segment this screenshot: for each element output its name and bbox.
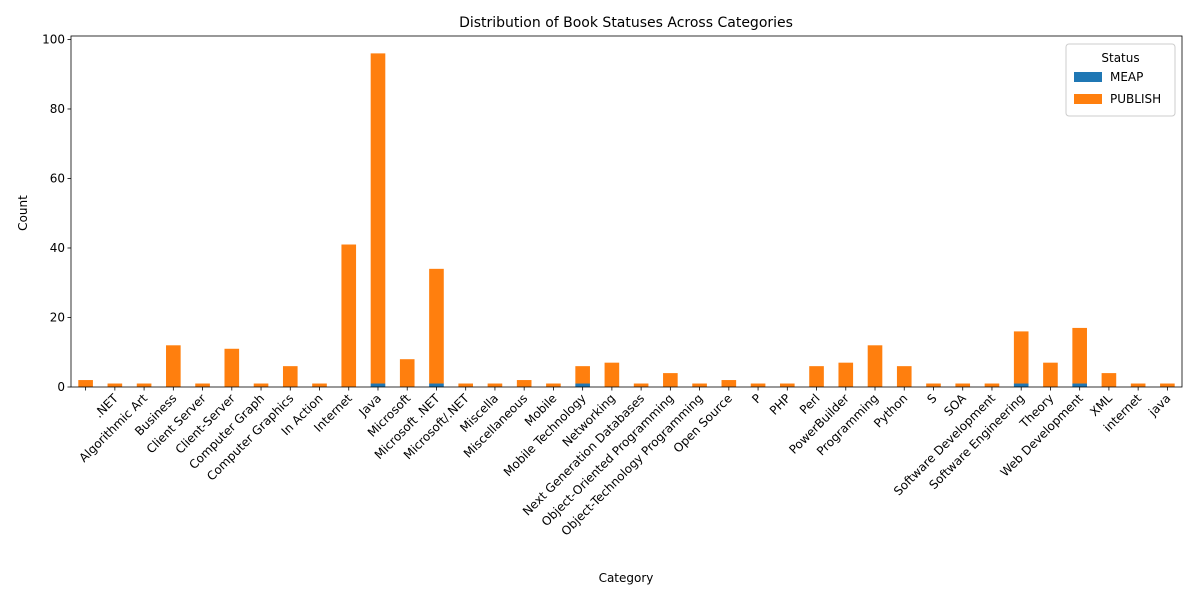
bar-publish-20 [663,373,678,387]
bar-publish-27 [867,345,883,387]
y-tick-label-0: 0 [57,380,65,394]
bar-publish-14 [487,383,503,387]
y-tick-label-100: 100 [42,32,65,46]
bar-publish-21 [692,383,707,387]
bar-publish-30 [955,383,971,387]
bar-publish-31 [984,383,1000,387]
y-tick-label-80: 80 [50,102,65,116]
y-axis-title: Count [16,195,30,231]
bar-publish-18 [604,362,620,387]
bar-meap-32 [1013,383,1029,387]
bar-publish-12 [429,268,444,384]
bar-publish-0 [78,380,93,387]
plot-area [70,35,1183,388]
bar-publish-8 [312,383,327,387]
bar-meap-10 [370,383,386,387]
chart-title: Distribution of Book Statuses Across Cat… [459,15,793,31]
bar-publish-24 [779,383,795,387]
bar-meap-34 [1072,383,1087,387]
bar-publish-36 [1130,383,1146,387]
bar-publish-17 [575,366,590,384]
legend-swatch-meap [1074,72,1102,82]
bar-publish-9 [341,244,357,387]
bar-publish-2 [136,383,152,387]
bar-publish-11 [399,359,415,387]
bar-publish-1 [107,383,123,387]
bar-publish-6 [253,383,269,387]
bar-publish-22 [721,380,737,387]
bar-publish-34 [1072,327,1087,384]
bar-publish-29 [926,383,941,387]
y-tick-label-60: 60 [50,171,65,185]
bar-meap-12 [429,383,444,387]
bar-publish-4 [195,383,210,387]
bar-publish-35 [1101,373,1117,387]
bar-publish-10 [370,53,386,384]
legend-label-meap: MEAP [1110,70,1143,84]
x-tick-label-29: S [924,391,939,406]
bar-publish-5 [224,348,240,387]
bar-publish-13 [458,383,474,387]
bar-publish-23 [750,383,766,387]
y-tick-label-40: 40 [50,241,65,255]
y-tick-label-20: 20 [50,310,65,324]
legend-swatch-publish [1074,94,1102,104]
x-tick-label-23: P [749,391,764,406]
bar-publish-15 [516,380,532,387]
bar-publish-26 [838,362,854,387]
legend-label-publish: PUBLISH [1110,92,1161,106]
bar-meap-17 [575,383,590,387]
bar-publish-37 [1160,383,1175,387]
x-axis-title: Category [599,571,654,585]
bar-publish-16 [546,383,561,387]
bar-publish-28 [896,366,912,387]
bar-publish-33 [1043,362,1058,387]
bar-publish-32 [1013,331,1029,384]
legend: Status MEAP PUBLISH [1065,43,1176,117]
bar-publish-3 [166,345,181,387]
axes-frame [70,35,1183,388]
bar-publish-25 [809,366,824,387]
bar-publish-19 [633,383,649,387]
y-axis: 0 20 40 60 80 100 [42,32,71,394]
legend-title: Status [1101,51,1139,65]
bar-publish-7 [282,366,298,387]
x-tick-label-37: java [1145,391,1173,419]
x-tick-label-24: PHP [767,391,794,418]
